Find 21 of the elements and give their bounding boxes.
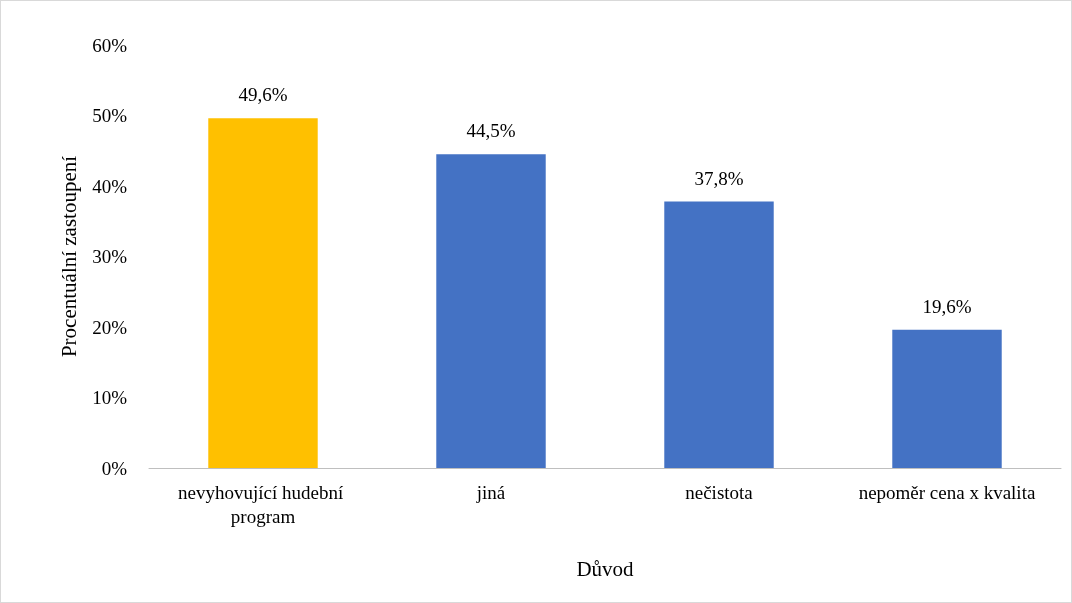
x-tick-label: nečistota bbox=[685, 481, 754, 503]
y-tick-label: 50% bbox=[92, 105, 128, 126]
x-tick-label: nevyhovující hudební program bbox=[178, 481, 348, 527]
y-tick-label: 40% bbox=[92, 175, 128, 197]
x-tick-label: nepoměr cena x kvalita bbox=[858, 481, 1036, 503]
data-label: 37,8% bbox=[694, 167, 744, 189]
y-tick-label: 0% bbox=[101, 457, 128, 479]
y-tick-label: 10% bbox=[92, 387, 128, 408]
y-tick-label: 60% bbox=[92, 34, 128, 56]
x-tick-label: jiná bbox=[475, 481, 506, 503]
x-axis-title: Důvod bbox=[576, 556, 635, 581]
bar bbox=[436, 154, 546, 468]
y-tick-label: 30% bbox=[92, 246, 128, 267]
bar bbox=[892, 329, 1002, 468]
y-axis-title: Procentuální zastoupení bbox=[56, 155, 81, 358]
data-label: 49,6% bbox=[238, 84, 288, 106]
data-label: 19,6% bbox=[922, 295, 972, 317]
bar bbox=[208, 118, 318, 468]
data-label: 44,5% bbox=[466, 120, 516, 142]
y-tick-label: 20% bbox=[92, 316, 128, 338]
bar bbox=[664, 201, 774, 468]
